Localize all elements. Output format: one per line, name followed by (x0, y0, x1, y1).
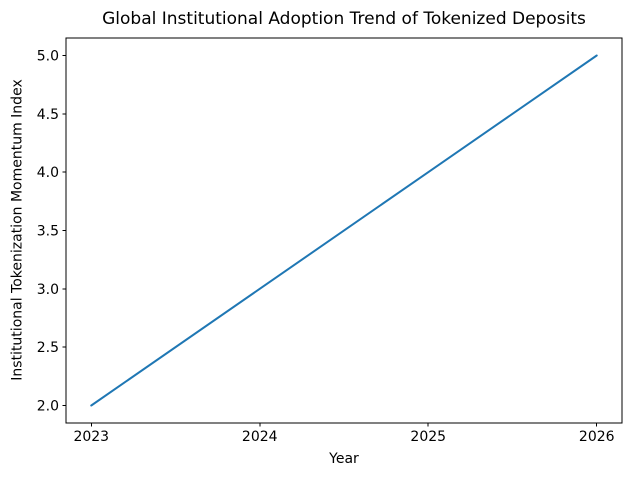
y-tick-label: 5.0 (37, 49, 59, 65)
y-tick-label: 2.0 (37, 399, 59, 415)
data-line (90, 54, 598, 407)
y-tick-label: 3.0 (37, 282, 59, 298)
x-tick-label: 2026 (579, 429, 615, 445)
chart-title: Global Institutional Adoption Trend of T… (102, 9, 586, 29)
x-axis-label: Year (329, 451, 359, 467)
x-tick-label: 2025 (410, 429, 446, 445)
y-tick-label: 2.5 (37, 340, 59, 356)
x-tick-label: 2023 (73, 429, 109, 445)
y-tick-label: 3.5 (37, 224, 59, 240)
x-tick-label: 2024 (242, 429, 278, 445)
y-tick-label: 4.5 (37, 107, 59, 123)
y-tick-label: 4.0 (37, 165, 59, 181)
